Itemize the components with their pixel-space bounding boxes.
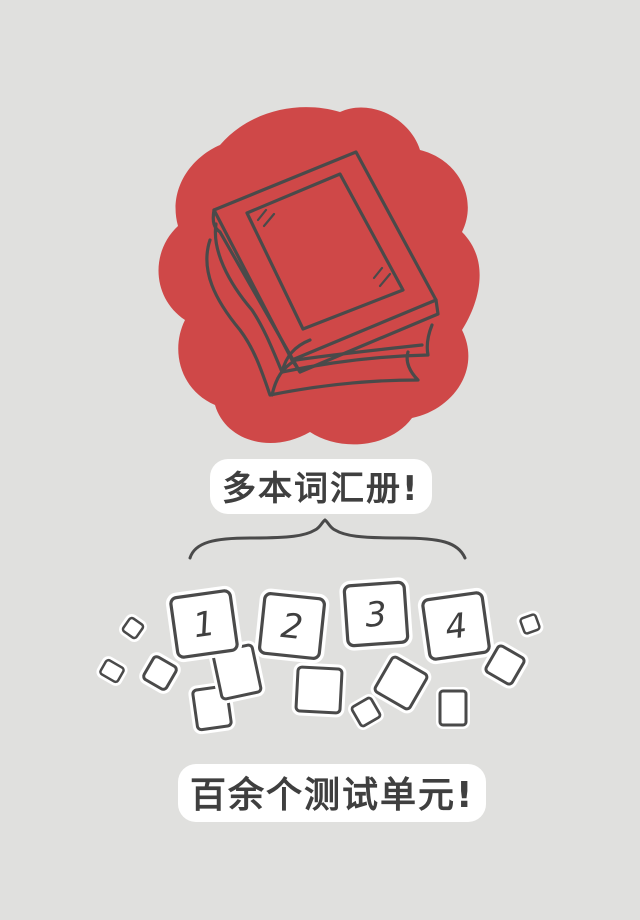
tile-number: 2 [279,606,305,648]
cards-icon: 1 2 3 4 [96,577,544,735]
tile-number: 3 [364,594,388,635]
number-tile-4: 4 [417,587,495,665]
test-units-headline: 百余个测试单元! [178,764,487,822]
scattered-tile [516,610,544,638]
scattered-tile [96,656,128,686]
scattered-tile [119,614,147,642]
scattered-tile [348,694,384,730]
curly-brace-icon [188,518,467,560]
scattered-tile [208,640,266,704]
scattered-tile [370,652,432,714]
scattered-tile [139,652,181,694]
number-tile-1: 1 [165,585,243,663]
scattered-tile [481,641,529,689]
scattered-tile [291,662,347,718]
scattered-tile [436,687,470,729]
red-blob-background [158,107,480,445]
book-stack-icon [205,150,440,397]
vocab-books-headline: 多本词汇册! [210,459,432,514]
number-tile-3: 3 [339,577,413,651]
number-tile-2: 2 [254,588,330,664]
